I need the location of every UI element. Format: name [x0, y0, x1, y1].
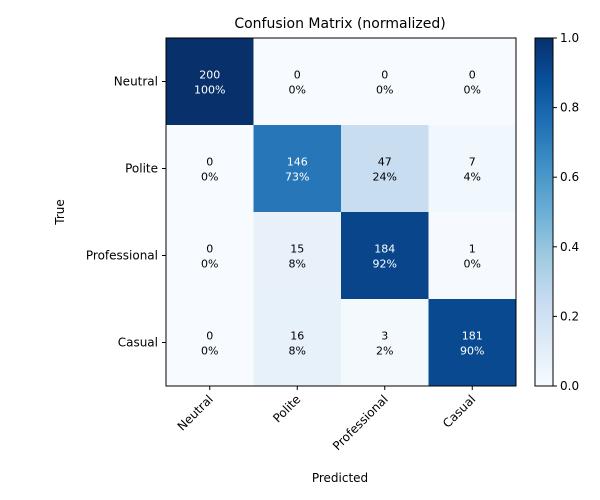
- cell-percent-2-0: 0%: [201, 258, 218, 271]
- heatmap-cell-0-2: [341, 38, 429, 126]
- heatmap-cell-0-1: [253, 38, 342, 126]
- heatmap-cell-2-0: [166, 212, 254, 300]
- cell-count-3-0: 0: [206, 330, 213, 343]
- y-axis-ticks: Neutral Polite Professional Casual: [86, 75, 166, 350]
- cell-count-2-0: 0: [206, 243, 213, 256]
- cell-percent-3-0: 0%: [201, 345, 218, 358]
- x-axis-label: Predicted: [312, 471, 368, 485]
- cell-percent-2-3: 0%: [464, 258, 481, 271]
- colorbar-tick-label-4: 0.8: [560, 101, 579, 115]
- heatmap-cell-3-3: [428, 299, 517, 387]
- colorbar-ticks: 0.0 0.2 0.4 0.6 0.8 1.0: [553, 31, 579, 393]
- colorbar-tick-label-0: 0.0: [560, 379, 579, 393]
- colorbar-tick-label-3: 0.6: [560, 170, 579, 184]
- cell-count-0-3: 0: [469, 69, 476, 82]
- cell-count-3-1: 16: [290, 330, 304, 343]
- heatmap-cell-0-0: [166, 38, 254, 126]
- cell-count-2-2: 184: [374, 243, 395, 256]
- cell-count-3-2: 3: [381, 330, 388, 343]
- colorbar-tick-label-1: 0.2: [560, 309, 579, 323]
- cell-count-3-3: 181: [462, 330, 483, 343]
- cell-count-1-0: 0: [206, 156, 213, 169]
- heatmap-cell-1-0: [166, 125, 254, 213]
- cell-percent-0-1: 0%: [289, 84, 306, 97]
- heatmap-cell-2-2: [341, 212, 429, 300]
- heatmap-cell-2-3: [428, 212, 517, 300]
- cell-count-0-1: 0: [294, 69, 301, 82]
- cell-count-2-3: 1: [469, 243, 476, 256]
- x-tick-label-3: Casual: [440, 392, 478, 430]
- cell-percent-2-2: 92%: [373, 258, 397, 271]
- cell-percent-1-0: 0%: [201, 171, 218, 184]
- heatmap-cell-labels: 200100%00%00%00%00%14673%4724%74%00%158%…: [194, 69, 484, 358]
- cell-percent-1-2: 24%: [373, 171, 397, 184]
- chart-title: Confusion Matrix (normalized): [234, 16, 445, 32]
- colorbar-tick-label-5: 1.0: [560, 31, 579, 45]
- y-axis-label: True: [53, 199, 67, 226]
- cell-percent-1-1: 73%: [285, 171, 309, 184]
- heatmap-cell-1-3: [428, 125, 517, 213]
- cell-percent-3-2: 2%: [376, 345, 393, 358]
- x-axis-ticks: Neutral Polite Professional Casual: [175, 386, 478, 453]
- plot-frame: [165, 37, 517, 387]
- cell-percent-1-3: 4%: [464, 171, 481, 184]
- heatmap-cell-0-3: [428, 38, 517, 126]
- heatmap-cell-3-1: [253, 299, 342, 387]
- x-tick-label-1: Polite: [270, 392, 303, 425]
- heatmap-cell-1-1: [253, 125, 342, 213]
- colorbar: [534, 37, 554, 387]
- x-tick-label-2: Professional: [330, 392, 391, 453]
- y-tick-label-1: Polite: [125, 162, 158, 176]
- heatmap-cell-2-1: [253, 212, 342, 300]
- x-tick-label-0: Neutral: [175, 392, 216, 433]
- cell-percent-0-0: 100%: [194, 84, 225, 97]
- cell-count-1-2: 47: [378, 156, 392, 169]
- cell-percent-0-3: 0%: [464, 84, 481, 97]
- colorbar-tick-label-2: 0.4: [560, 240, 579, 254]
- cell-percent-2-1: 8%: [289, 258, 306, 271]
- cell-percent-3-3: 90%: [460, 345, 484, 358]
- cell-count-1-1: 146: [287, 156, 308, 169]
- cell-percent-3-1: 8%: [289, 345, 306, 358]
- cell-count-0-2: 0: [381, 69, 388, 82]
- cell-count-2-1: 15: [290, 243, 304, 256]
- y-tick-label-3: Casual: [118, 336, 158, 350]
- heatmap-cell-1-2: [341, 125, 429, 213]
- heatmap-cell-3-2: [341, 299, 429, 387]
- heatmap-cell-3-0: [166, 299, 254, 387]
- cell-count-1-3: 7: [469, 156, 476, 169]
- heatmap-cells: [166, 38, 517, 387]
- cell-count-0-0: 200: [199, 69, 220, 82]
- y-tick-label-0: Neutral: [114, 75, 158, 89]
- y-tick-label-2: Professional: [86, 249, 158, 263]
- cell-percent-0-2: 0%: [376, 84, 393, 97]
